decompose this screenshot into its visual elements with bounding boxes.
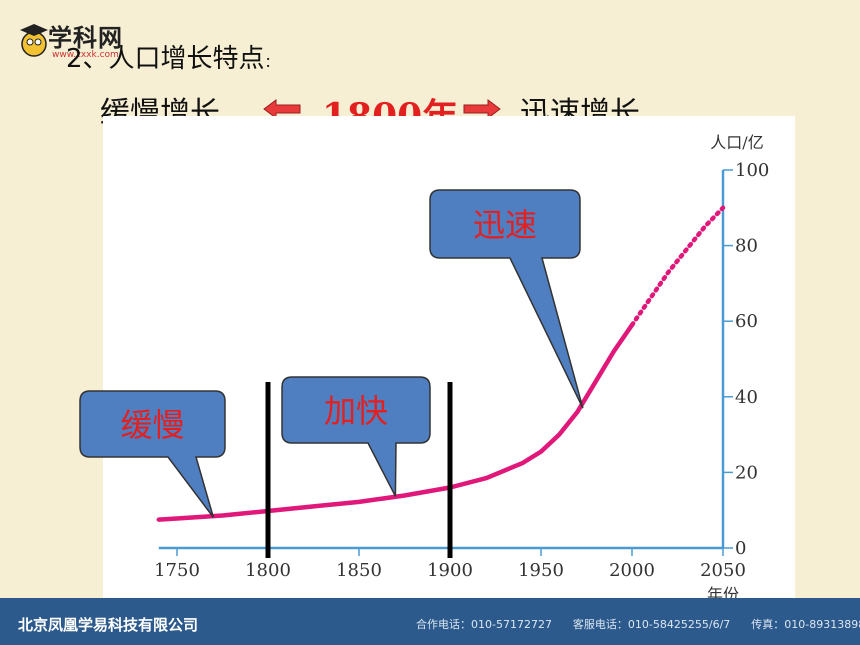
footer-company: 北京凤凰学易科技有限公司 [18,616,199,634]
callout-label: 迅速 [473,206,537,244]
footer-bar: 北京凤凰学易科技有限公司 合作电话：010-57172727 客服电话：010-… [0,598,860,645]
callout-bubble [79,390,226,518]
callout-label: 缓慢 [120,406,184,444]
heading-colon: ： [264,55,279,71]
y-tick-label: 40 [735,387,758,408]
zxxk-logo [20,24,48,57]
y-tick-label: 80 [735,236,758,257]
population-line [156,322,635,522]
callout-bubble [429,189,584,409]
y-tick-label: 60 [735,311,758,332]
y-axis-label: 人口/亿 [710,133,763,152]
x-tick-label: 2000 [609,560,655,581]
logo-url: www.zxxk.com [52,50,119,60]
x-tick-label: 2050 [700,560,746,581]
y-tick-label: 100 [735,160,769,181]
projection-line [629,205,726,328]
x-tick-label: 1850 [336,560,382,581]
footer-contact: 合作电话：010-57172727 客服电话：010-58425255/6/7 … [416,618,860,631]
x-tick-label: 1950 [518,560,564,581]
x-tick-label: 1800 [245,560,291,581]
logo-text: 学科网 [48,24,123,52]
x-tick-label: 1900 [427,560,473,581]
x-tick-label: 1750 [154,560,200,581]
section-heading: 2、人口增长特点： [66,38,279,75]
callout-label: 加快 [324,392,388,430]
callout-bubble [281,376,431,497]
y-tick-label: 0 [735,538,746,559]
heading-text: 人口增长特点 [108,44,265,74]
y-tick-label: 20 [735,462,758,483]
heading-number: 2、 [66,44,109,74]
